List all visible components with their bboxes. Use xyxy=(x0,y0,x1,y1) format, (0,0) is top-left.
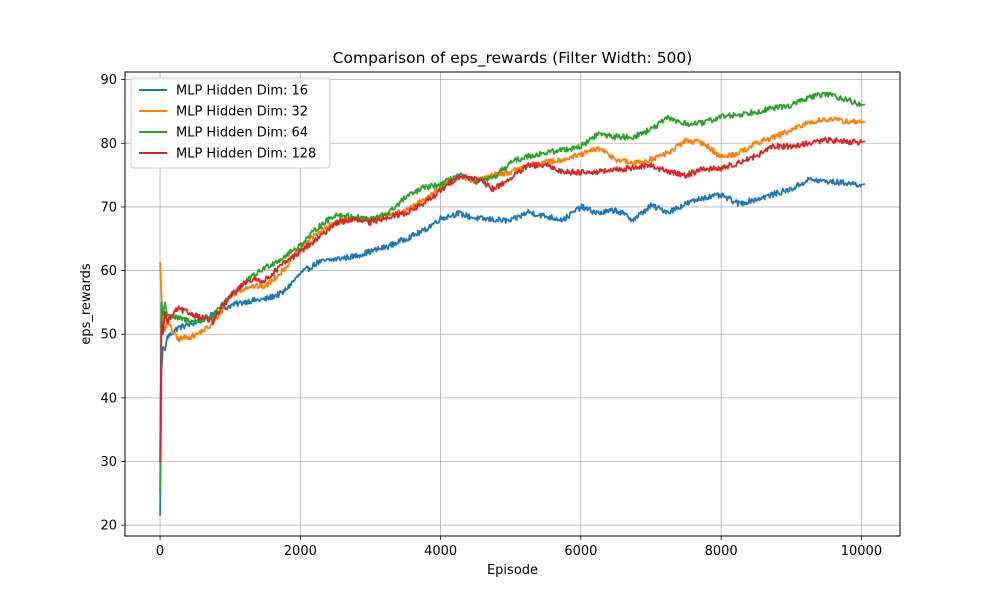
grid xyxy=(125,72,900,536)
y-tick-label: 30 xyxy=(100,455,117,470)
x-tick-label: 0 xyxy=(156,544,164,559)
series-line xyxy=(159,176,866,516)
x-axis: 0 2000 4000 6000 8000 10000 xyxy=(156,536,882,559)
y-axis-title: eps_rewards xyxy=(79,263,94,345)
legend-label: MLP Hidden Dim: 128 xyxy=(176,147,316,162)
y-tick-label: 80 xyxy=(100,137,117,152)
y-tick-label: 70 xyxy=(100,200,117,215)
legend-box xyxy=(130,77,331,169)
legend-label: MLP Hidden Dim: 16 xyxy=(176,84,308,99)
chart-title: Comparison of eps_rewards (Filter Width:… xyxy=(333,49,693,68)
x-tick-label: 4000 xyxy=(424,544,457,559)
series-group xyxy=(159,91,866,516)
x-tick-label: 6000 xyxy=(564,544,597,559)
y-tick-label: 20 xyxy=(100,519,117,534)
y-tick-label: 50 xyxy=(100,328,117,343)
series-line xyxy=(159,116,866,343)
x-tick-label: 8000 xyxy=(705,544,738,559)
y-tick-label: 40 xyxy=(100,391,117,406)
legend: MLP Hidden Dim: 16 MLP Hidden Dim: 32 MLP … xyxy=(130,77,331,169)
y-tick-label: 60 xyxy=(100,264,117,279)
legend-label: MLP Hidden Dim: 32 xyxy=(176,105,308,120)
y-axis: 20 30 40 50 60 70 80 90 xyxy=(100,73,125,534)
legend-label: MLP Hidden Dim: 64 xyxy=(176,126,308,141)
series-line xyxy=(159,91,866,494)
y-tick-label: 90 xyxy=(100,73,117,88)
x-tick-label: 2000 xyxy=(284,544,317,559)
x-tick-label: 10000 xyxy=(841,544,882,559)
x-axis-title: Episode xyxy=(487,563,538,578)
plot-frame xyxy=(124,71,901,537)
series-line xyxy=(159,136,866,462)
